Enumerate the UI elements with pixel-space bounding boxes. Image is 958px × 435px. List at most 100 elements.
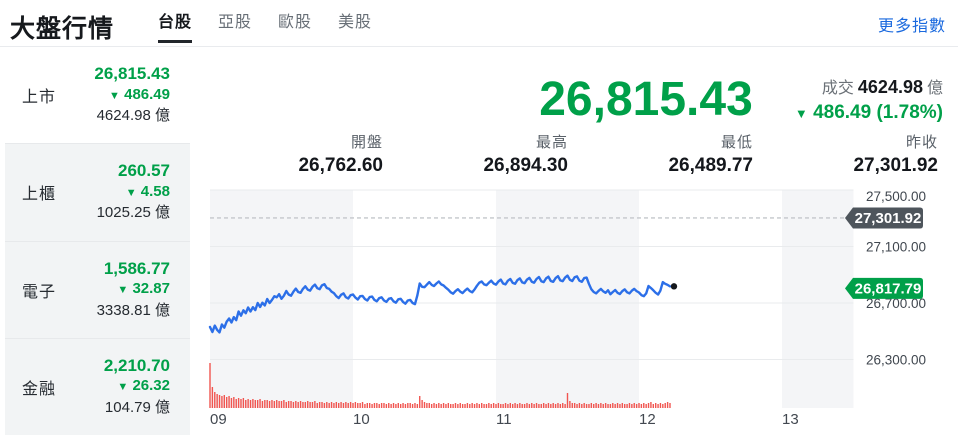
index-name: 上櫃 (22, 186, 57, 204)
volume-bar (521, 404, 523, 408)
volume-bar (366, 403, 368, 408)
volume-bar (595, 403, 597, 408)
volume-bar (664, 403, 666, 408)
volume-bar (295, 401, 297, 408)
y-axis-label: 26,700.00 (866, 296, 926, 311)
volume-bar (504, 403, 507, 408)
stat-label: 最高 (535, 134, 568, 151)
sidebar-item-twse[interactable]: 上市 26,815.43 ▼ 486.49 4624.98 億 (5, 47, 190, 145)
stat-label: 開盤 (350, 134, 383, 151)
volume-bar (214, 392, 216, 408)
volume-bar (314, 401, 316, 408)
more-indices-link[interactable]: 更多指數 (877, 18, 946, 35)
volume-bar (252, 399, 254, 408)
volume-bar (454, 403, 457, 408)
index-values: 1,586.77 ▼ 32.87 3338.81 億 (97, 258, 170, 321)
volume-bar (445, 404, 447, 408)
last-price-dot (670, 283, 678, 290)
volume-bar (302, 402, 304, 408)
volume-bar (502, 404, 504, 408)
index-name: 電子 (22, 283, 57, 301)
volume-bar (218, 395, 221, 408)
volume-bar (669, 403, 671, 408)
hour-band (496, 190, 639, 408)
stat-label: 最低 (720, 134, 753, 151)
volume-bar (581, 404, 583, 408)
index-values: 260.57 ▼ 4.58 1025.25 億 (97, 161, 170, 224)
market-tabs: 台股 亞股 歐股 美股 (158, 0, 372, 46)
volume-bar (478, 404, 481, 408)
volume-bar (323, 403, 326, 408)
volume-bar (488, 403, 490, 408)
volume-bar (309, 402, 311, 408)
volume-bar (552, 403, 554, 408)
index-price: 26,815.43 (94, 63, 170, 83)
stat-high: 最高 26,894.30 (383, 131, 568, 177)
volume-bar (237, 398, 240, 408)
volume-bar (321, 402, 323, 408)
volume-bar (554, 404, 557, 408)
down-arrow-icon: ▼ (117, 381, 129, 394)
volume-bar (650, 402, 652, 408)
volume-bar (245, 400, 247, 408)
tab-us-stocks[interactable]: 美股 (338, 14, 373, 31)
volume-bar (535, 403, 538, 408)
header: 大盤行情 台股 亞股 歐股 美股 更多指數 (0, 0, 958, 47)
volume-bar (259, 399, 261, 408)
volume-bar (652, 404, 654, 408)
volume-bar (376, 403, 378, 408)
tab-europe-stocks[interactable]: 歐股 (278, 14, 313, 31)
volume-bar (495, 404, 497, 408)
index-price: 1,586.77 (103, 258, 170, 278)
volume-bar (654, 403, 657, 408)
volume-bar (492, 403, 495, 408)
volume-bar (316, 403, 318, 408)
index-volume: 4624.98 億 (96, 106, 170, 124)
volume-bar (647, 403, 650, 408)
stat-low: 最低 26,489.77 (568, 131, 753, 177)
volume-bar (333, 403, 335, 408)
volume-bar (573, 403, 576, 408)
volume-bar (509, 403, 511, 408)
volume-bar (533, 404, 535, 408)
volume-bar (380, 403, 383, 408)
intraday-chart[interactable]: 27,500.00 27,100.00 26,700.00 26,300.00 27,3… (190, 185, 958, 435)
volume-bar (557, 403, 559, 408)
y-axis-label: 27,100.00 (866, 240, 926, 255)
volume-bar (447, 403, 450, 408)
x-axis-label: 10 (353, 411, 370, 428)
volume-bar (483, 404, 485, 408)
tab-asia-stocks[interactable]: 亞股 (218, 14, 253, 31)
volume-bar (614, 404, 616, 408)
index-values: 26,815.43 ▼ 486.49 4624.98 億 (94, 64, 170, 127)
volume-bar (361, 402, 364, 408)
volume-bar (562, 403, 564, 408)
prev-close-badge-label: 27,301.92 (855, 210, 922, 227)
volume-bar (626, 404, 628, 408)
volume-bar (352, 403, 354, 408)
sidebar-item-electronics[interactable]: 電子 1,586.77 ▼ 32.87 3338.81 億 (5, 241, 190, 339)
volume-bar (569, 401, 571, 408)
volume-bar (416, 404, 419, 408)
sidebar-item-finance[interactable]: 金融 2,210.70 ▼ 26.32 104.79 億 (5, 338, 190, 435)
volume-bar (307, 401, 309, 408)
stat-value: 27,301.92 (853, 155, 938, 176)
volume-bar (457, 404, 459, 408)
volume-bar (624, 404, 626, 408)
volume-bar (640, 404, 643, 408)
volume-bar (585, 404, 588, 408)
sidebar-item-tpex[interactable]: 上櫃 260.57 ▼ 4.58 1025.25 億 (5, 144, 190, 242)
volume-bar (383, 403, 385, 408)
volume-bar (531, 403, 533, 408)
tab-taiwan-stocks[interactable]: 台股 (158, 0, 193, 46)
volume-bar (616, 403, 619, 408)
volume-bar (659, 403, 662, 408)
volume-bar (240, 399, 242, 408)
volume-bar (566, 393, 569, 408)
volume-bar (261, 401, 264, 408)
volume-bar (435, 404, 438, 408)
volume-bar (442, 403, 445, 408)
volume-bar (516, 404, 519, 408)
volume-bar (392, 403, 395, 408)
volume-bar (609, 404, 612, 408)
